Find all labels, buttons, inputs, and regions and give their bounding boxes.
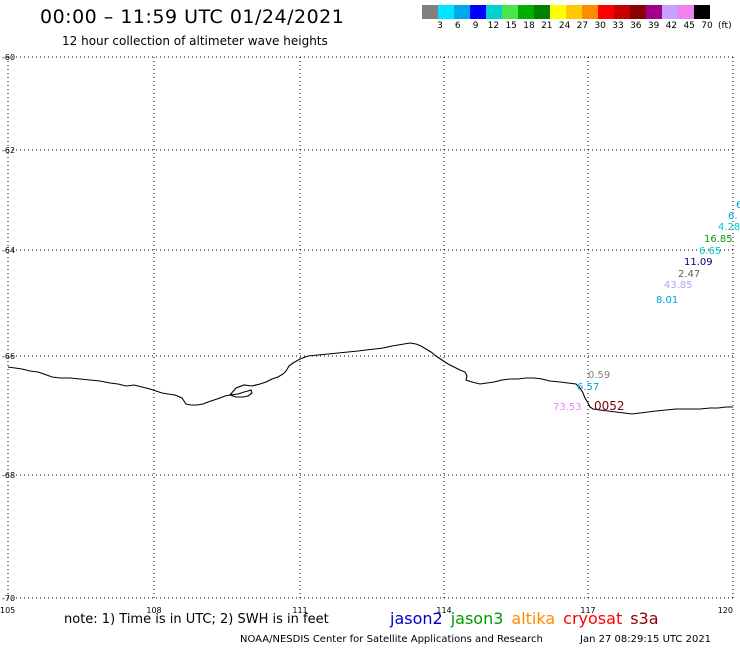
colorbar-tick-label: 24 [558, 21, 571, 31]
swh-observation-label: 2.47 [678, 269, 700, 280]
generation-timestamp: Jan 27 08:29:15 UTC 2021 [580, 634, 712, 645]
colorbar-ticks: 3 6 9 12 15 18 21 24 27 30 33 36 39 42 45 70 (ft) [422, 21, 740, 35]
colorbar-swatch [662, 5, 678, 19]
map-title: 00:00 – 11:59 UTC 01/24/2021 [40, 6, 345, 28]
colorbar-tick-label: 33 [612, 21, 624, 31]
colorbar-tick-label: 18 [523, 21, 535, 31]
antarctic-coastline [7, 342, 733, 415]
colorbar-swatch [566, 5, 582, 19]
swh-observation-label: 0052 [594, 399, 625, 413]
colorbar-swatch [518, 5, 534, 19]
colorbar-swatch [454, 5, 470, 19]
colorbar-tick-label: 45 [683, 21, 695, 31]
map-grid [7, 56, 734, 599]
longitude-label: 120 [718, 606, 733, 615]
swh-observation-label: 6.65 [699, 246, 721, 257]
colorbar-tick-label: 39 [647, 21, 660, 31]
colorbar-tick-label: (ft) [718, 21, 732, 31]
longitude-label: 105 [0, 606, 15, 615]
colorbar-tick-label: 27 [576, 21, 589, 31]
colorbar-swatch [630, 5, 646, 19]
colorbar-tick-label: 9 [472, 21, 479, 31]
colorbar-swatch [614, 5, 630, 19]
colorbar-swatch [486, 5, 502, 19]
swh-observation-label: 6. [728, 211, 738, 222]
colorbar-swatch [646, 5, 662, 19]
colorbar-tick-label: 6 [454, 21, 461, 31]
colorbar-swatch [678, 5, 694, 19]
longitude-label: 114 [436, 606, 451, 615]
colorbar-swatch [694, 5, 710, 19]
longitude-label: 108 [146, 606, 161, 615]
satellite-legend: jason2 jason3 altika cryosat s3a [390, 609, 667, 628]
colorbar-tick-label: 12 [487, 21, 500, 31]
swh-observation-label: 6.57 [577, 382, 599, 393]
colorbar-swatch [502, 5, 518, 19]
swh-observation-label: 8.01 [656, 295, 678, 306]
swh-observation-label: 43.85 [664, 280, 693, 291]
wave-height-colorbar [422, 5, 710, 19]
satellite-name-jason2: jason2 [390, 609, 443, 628]
satellite-name-s3a: s3a [630, 609, 659, 628]
swh-observation-label: 4.28 [718, 222, 740, 233]
latitude-label: -70 [2, 594, 15, 603]
satellite-name-jason3: jason3 [450, 609, 504, 628]
colorbar-tick-label: 30 [594, 21, 606, 31]
latitude-label: -62 [2, 146, 15, 155]
colorbar-swatch [550, 5, 566, 19]
swh-observation-label: 6 [736, 200, 740, 211]
swh-observation-label: 11.09 [684, 257, 713, 268]
longitude-label: 111 [292, 606, 307, 615]
colorbar-tick-label: 21 [541, 21, 553, 31]
colorbar-swatch [598, 5, 614, 19]
latitude-labels: -60 -62 -64 -66 -68 -70 [2, 53, 15, 603]
colorbar-swatch [534, 5, 550, 19]
colorbar-swatch [438, 5, 454, 19]
colorbar-tick-label: 15 [505, 21, 517, 31]
credit-line: NOAA/NESDIS Center for Satellite Applica… [240, 634, 543, 645]
footer-note: note: 1) Time is in UTC; 2) SWH is in fe… [64, 612, 329, 627]
swh-observation-label: 0.59 [588, 370, 610, 381]
swh-observation-label: 16.85 [704, 234, 733, 245]
colorbar-tick-label: 70 [701, 21, 713, 31]
longitude-labels: 105 108 111 114 117 120 [0, 606, 733, 615]
satellite-name-cryosat: cryosat [563, 609, 623, 628]
longitude-label: 117 [580, 606, 595, 615]
latitude-label: -68 [2, 471, 15, 480]
satellite-name-altika: altika [511, 609, 556, 628]
colorbar-swatch [422, 5, 438, 19]
colorbar-tick-label: 3 [437, 21, 443, 31]
latitude-label: -66 [2, 352, 15, 361]
swh-observation-label: 73.53 [553, 402, 582, 413]
colorbar-swatch [582, 5, 598, 19]
map-subtitle: 12 hour collection of altimeter wave hei… [62, 34, 328, 48]
colorbar-swatch [470, 5, 486, 19]
colorbar-tick-label: 36 [630, 21, 642, 31]
latitude-label: -64 [2, 246, 15, 255]
latitude-label: -60 [2, 53, 15, 62]
colorbar-tick-label: 42 [665, 21, 678, 31]
